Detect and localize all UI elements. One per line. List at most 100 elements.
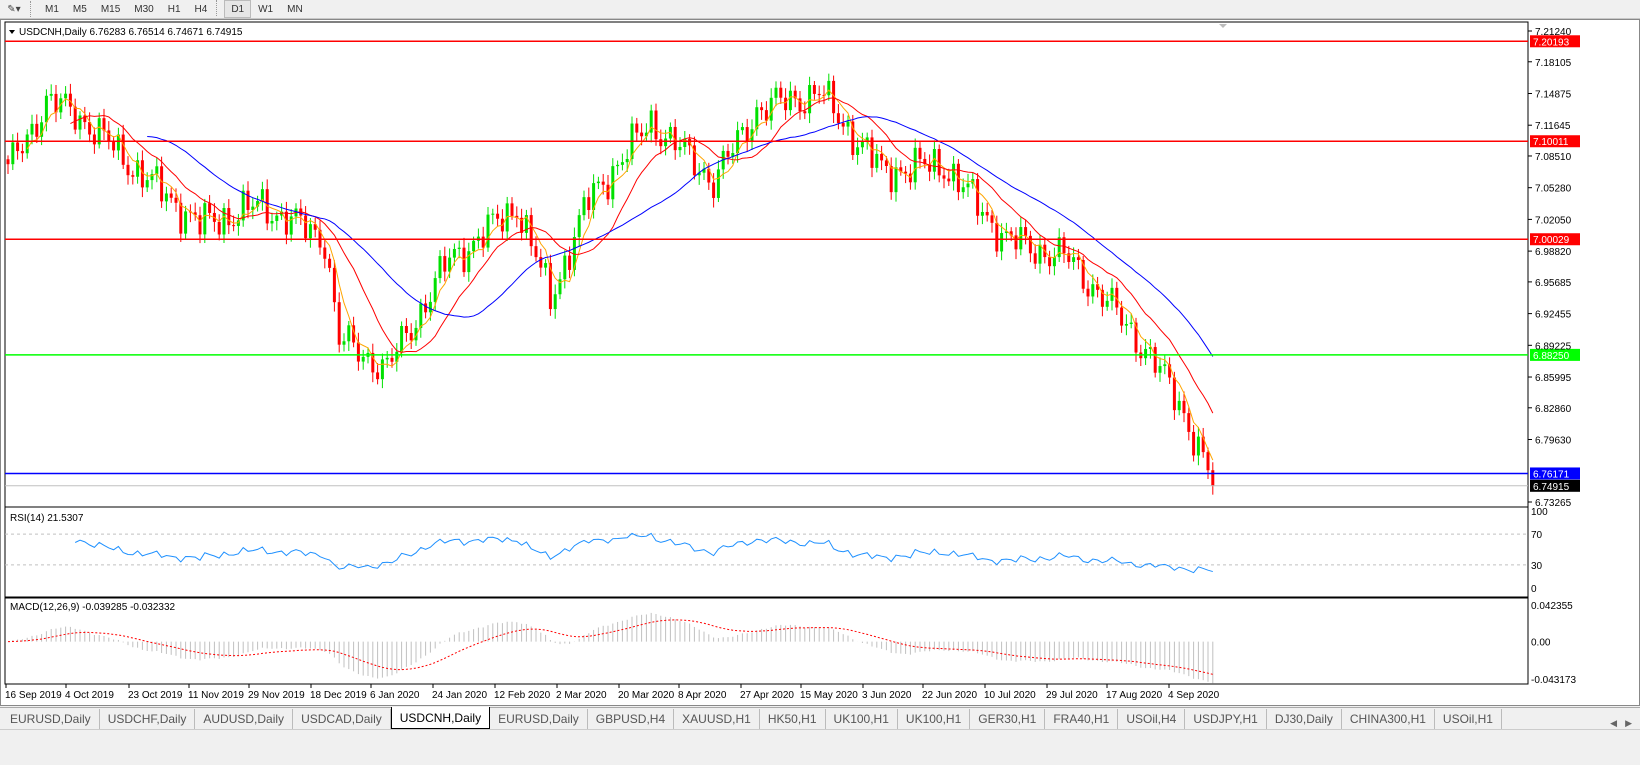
chart-window[interactable]: 7.20193 7.10011 7.00029 6.88250 6.76171 6.749…	[0, 19, 1640, 706]
tab-ger30-h1[interactable]: GER30,H1	[970, 709, 1046, 729]
candle	[563, 250, 567, 289]
level-price-label-bg	[1530, 135, 1580, 148]
timeframe-h4[interactable]: H4	[194, 3, 208, 15]
timeframe-mn[interactable]: MN	[287, 3, 303, 15]
candle	[390, 348, 394, 368]
tab-gbpusd-h4[interactable]: GBPUSD,H4	[588, 709, 675, 729]
tab-usoil-h4[interactable]: USOil,H4	[1118, 709, 1186, 729]
candle	[841, 113, 845, 135]
tab-usdjpy-h1[interactable]: USDJPY,H1	[1185, 709, 1267, 729]
candle-body	[875, 153, 879, 168]
candle-body	[841, 123, 845, 127]
date-tick-label: 11 Nov 2019	[188, 690, 244, 701]
tab-dj30-daily[interactable]: DJ30,Daily	[1267, 709, 1342, 729]
candle-body	[486, 214, 490, 248]
candle	[438, 250, 442, 284]
candle	[496, 204, 500, 226]
candle-body	[644, 132, 648, 137]
candle	[241, 184, 245, 227]
date-tick-label: 27 Apr 2020	[740, 690, 794, 701]
macd-tick-label: 0.00	[1531, 638, 1551, 649]
date-tick-label: 3 Jun 2020	[862, 690, 912, 701]
candle-body	[529, 215, 533, 247]
timeframe-m15[interactable]: M15	[100, 3, 121, 15]
candle-body	[918, 147, 922, 159]
price-tick-label: 6.79630	[1535, 436, 1572, 447]
tab-usoil-h1[interactable]: USOil,H1	[1435, 709, 1502, 729]
candle	[913, 138, 917, 190]
rsi-tick-label: 70	[1531, 530, 1543, 541]
collapse-triangle-icon[interactable]	[9, 30, 15, 34]
candle-body	[150, 174, 154, 181]
candle-body	[601, 181, 605, 185]
candle	[222, 203, 226, 243]
candle	[587, 187, 591, 219]
candle	[731, 143, 735, 164]
candle	[1105, 291, 1109, 311]
candle	[966, 173, 970, 198]
date-tick-label: 17 Aug 2020	[1106, 690, 1163, 701]
candle-body	[870, 137, 874, 168]
timeframe-w1[interactable]: W1	[258, 3, 274, 15]
candle-body	[740, 127, 744, 131]
date-tick-label: 23 Oct 2019	[128, 690, 183, 701]
tab-china300-h1[interactable]: CHINA300,H1	[1342, 709, 1435, 729]
candle	[308, 218, 312, 248]
candle	[472, 236, 476, 259]
candle-body	[1206, 452, 1210, 471]
candle	[40, 116, 44, 146]
candle-body	[812, 85, 816, 94]
timeframe-m1[interactable]: M1	[45, 3, 59, 15]
candle-body	[1120, 307, 1124, 326]
rsi-tick-label: 0	[1531, 584, 1537, 595]
candle-body	[769, 97, 773, 121]
tab-usdchf-daily[interactable]: USDCHF,Daily	[100, 709, 196, 729]
drawing-tools-icon[interactable]: ✎▾	[7, 3, 21, 15]
tab-fra40-h1[interactable]: FRA40,H1	[1045, 709, 1119, 729]
timeframe-h1[interactable]: H1	[167, 3, 181, 15]
level-price-label-bg	[1530, 233, 1580, 246]
candle	[275, 211, 279, 231]
candle-body	[625, 159, 629, 163]
candle	[1014, 227, 1018, 260]
candle	[443, 246, 447, 282]
candle-body	[16, 142, 20, 152]
candle-body	[1096, 284, 1100, 290]
timeframe-m5[interactable]: M5	[72, 3, 87, 15]
candle	[140, 150, 144, 198]
candle	[64, 86, 68, 107]
tab-uk100-h1[interactable]: UK100,H1	[826, 709, 898, 729]
timeframe-d1[interactable]: D1	[224, 0, 252, 18]
tab-eurusd-daily[interactable]: EURUSD,Daily	[2, 709, 100, 729]
candle	[524, 209, 528, 241]
tab-audusd-daily[interactable]: AUDUSD,Daily	[195, 709, 294, 729]
tab-xauusd-h1[interactable]: XAUUSD,H1	[674, 709, 760, 729]
timeframe-m30[interactable]: M30	[134, 3, 154, 15]
candle	[44, 89, 48, 132]
tab-uk100-h1[interactable]: UK100,H1	[898, 709, 971, 729]
candle	[884, 156, 888, 174]
candle	[11, 134, 15, 171]
candle	[380, 353, 384, 389]
candle	[328, 253, 332, 273]
candle	[1100, 284, 1104, 317]
chart-canvas[interactable]: 7.20193 7.10011 7.00029 6.88250 6.76171 6.749…	[1, 20, 1640, 707]
tab-usdcnh-daily[interactable]: USDCNH,Daily	[390, 707, 491, 729]
price-tick-label: 6.85995	[1535, 373, 1572, 384]
tab-hk50-h1[interactable]: HK50,H1	[760, 709, 826, 729]
candle	[793, 85, 797, 108]
candle-body	[1144, 348, 1148, 359]
tab-usdcad-daily[interactable]: USDCAD,Daily	[293, 709, 391, 729]
candle-body	[587, 197, 591, 211]
scroll-left-icon[interactable]: ◀	[1610, 718, 1618, 728]
candle-body	[966, 183, 970, 188]
candle	[707, 162, 711, 190]
candle-body	[126, 164, 130, 176]
scroll-right-icon[interactable]: ▶	[1625, 718, 1632, 728]
tab-eurusd-daily[interactable]: EURUSD,Daily	[490, 709, 588, 729]
candle	[371, 343, 375, 383]
candle	[769, 88, 773, 130]
candle	[256, 195, 260, 212]
candle-body	[760, 107, 764, 111]
shift-marker-icon[interactable]	[1219, 24, 1227, 28]
